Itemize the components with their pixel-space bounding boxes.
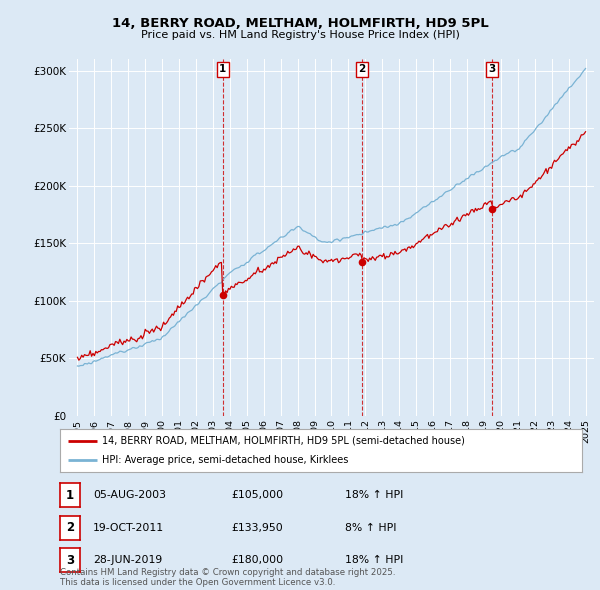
Text: 18% ↑ HPI: 18% ↑ HPI xyxy=(345,555,403,565)
Text: £133,950: £133,950 xyxy=(231,523,283,533)
Text: 1: 1 xyxy=(66,489,74,502)
Text: 3: 3 xyxy=(488,64,496,74)
Text: £105,000: £105,000 xyxy=(231,490,283,500)
Text: 05-AUG-2003: 05-AUG-2003 xyxy=(93,490,166,500)
Text: 2: 2 xyxy=(66,522,74,535)
Text: £180,000: £180,000 xyxy=(231,555,283,565)
Text: 28-JUN-2019: 28-JUN-2019 xyxy=(93,555,162,565)
Text: 14, BERRY ROAD, MELTHAM, HOLMFIRTH, HD9 5PL (semi-detached house): 14, BERRY ROAD, MELTHAM, HOLMFIRTH, HD9 … xyxy=(102,435,464,445)
Text: 18% ↑ HPI: 18% ↑ HPI xyxy=(345,490,403,500)
Text: HPI: Average price, semi-detached house, Kirklees: HPI: Average price, semi-detached house,… xyxy=(102,455,348,466)
Text: 3: 3 xyxy=(66,554,74,567)
Text: 2: 2 xyxy=(358,64,365,74)
Text: 1: 1 xyxy=(219,64,226,74)
Text: Price paid vs. HM Land Registry's House Price Index (HPI): Price paid vs. HM Land Registry's House … xyxy=(140,30,460,40)
Text: 8% ↑ HPI: 8% ↑ HPI xyxy=(345,523,397,533)
Text: Contains HM Land Registry data © Crown copyright and database right 2025.
This d: Contains HM Land Registry data © Crown c… xyxy=(60,568,395,587)
Text: 14, BERRY ROAD, MELTHAM, HOLMFIRTH, HD9 5PL: 14, BERRY ROAD, MELTHAM, HOLMFIRTH, HD9 … xyxy=(112,17,488,30)
Text: 19-OCT-2011: 19-OCT-2011 xyxy=(93,523,164,533)
